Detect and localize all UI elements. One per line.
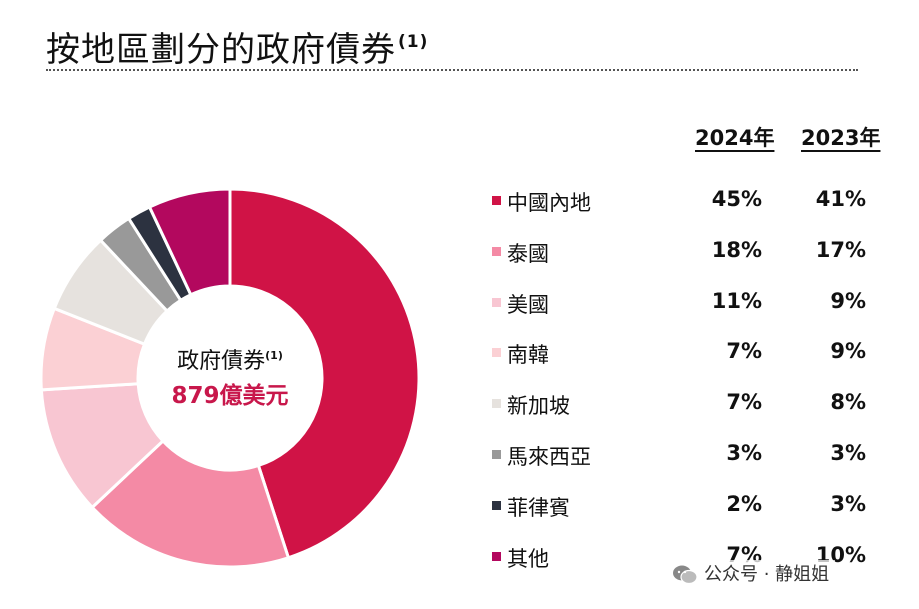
column-header-2024: 2024年 [695, 126, 775, 150]
value-2023: 17% [815, 237, 866, 262]
value-2024: 7% [726, 339, 762, 364]
legend-swatch [492, 551, 501, 561]
legend-swatch [492, 246, 501, 256]
legend-row: 南韓 7% 9% [0, 339, 919, 369]
value-2024: 45% [711, 187, 762, 211]
donut-slice-1 [228, 187, 421, 560]
value-2023: 41% [815, 187, 866, 211]
legend-swatch [492, 297, 501, 307]
legend-swatch [492, 500, 501, 510]
watermark: 公众号 · 静姐姐 [668, 560, 836, 590]
legend-row: 泰國 18% 17% [0, 238, 919, 268]
value-2024: 11% [711, 288, 762, 313]
legend-swatch [492, 348, 501, 358]
legend-region-label: 美國 [507, 292, 549, 317]
legend-row: 菲律賓 2% 3% [0, 492, 919, 522]
legend-row: 美國 11% 9% [0, 289, 919, 319]
column-header-2023: 2023年 [801, 126, 881, 150]
legend-region-label: 菲律賓 [507, 495, 570, 520]
legend-region-label: 南韓 [507, 343, 549, 368]
chart-title: 按地區劃分的政府債券 (1) [46, 30, 429, 70]
value-2023: 9% [830, 288, 866, 313]
value-2024: 3% [726, 441, 762, 465]
value-2023: 8% [830, 390, 866, 415]
legend-row: 馬來西亞 3% 3% [0, 441, 919, 471]
legend-region-label: 中國內地 [507, 191, 591, 215]
legend-region-label: 泰國 [507, 241, 549, 266]
donut-slice-8 [147, 187, 232, 297]
legend-swatch [492, 450, 501, 459]
value-2023: 3% [830, 491, 866, 516]
center-total-value: 879億美元 [171, 383, 289, 409]
center-label: 政府債券(1) [177, 349, 283, 374]
value-2023: 9% [830, 339, 866, 364]
value-2024: 7% [726, 390, 762, 415]
value-2024: 18% [711, 237, 762, 262]
legend-row: 中國內地 45% 41% [0, 187, 919, 217]
donut-slice-2 [90, 438, 291, 569]
title-divider [46, 69, 858, 71]
legend-swatch [492, 196, 501, 205]
legend-region-label: 馬來西亞 [507, 445, 591, 469]
wechat-icon [673, 565, 698, 585]
legend-swatch [492, 399, 501, 409]
legend-region-label: 新加坡 [507, 394, 570, 419]
value-2023: 3% [830, 441, 866, 465]
legend-row: 新加坡 7% 8% [0, 390, 919, 420]
legend-region-label: 其他 [507, 546, 549, 571]
value-2024: 2% [726, 491, 762, 516]
